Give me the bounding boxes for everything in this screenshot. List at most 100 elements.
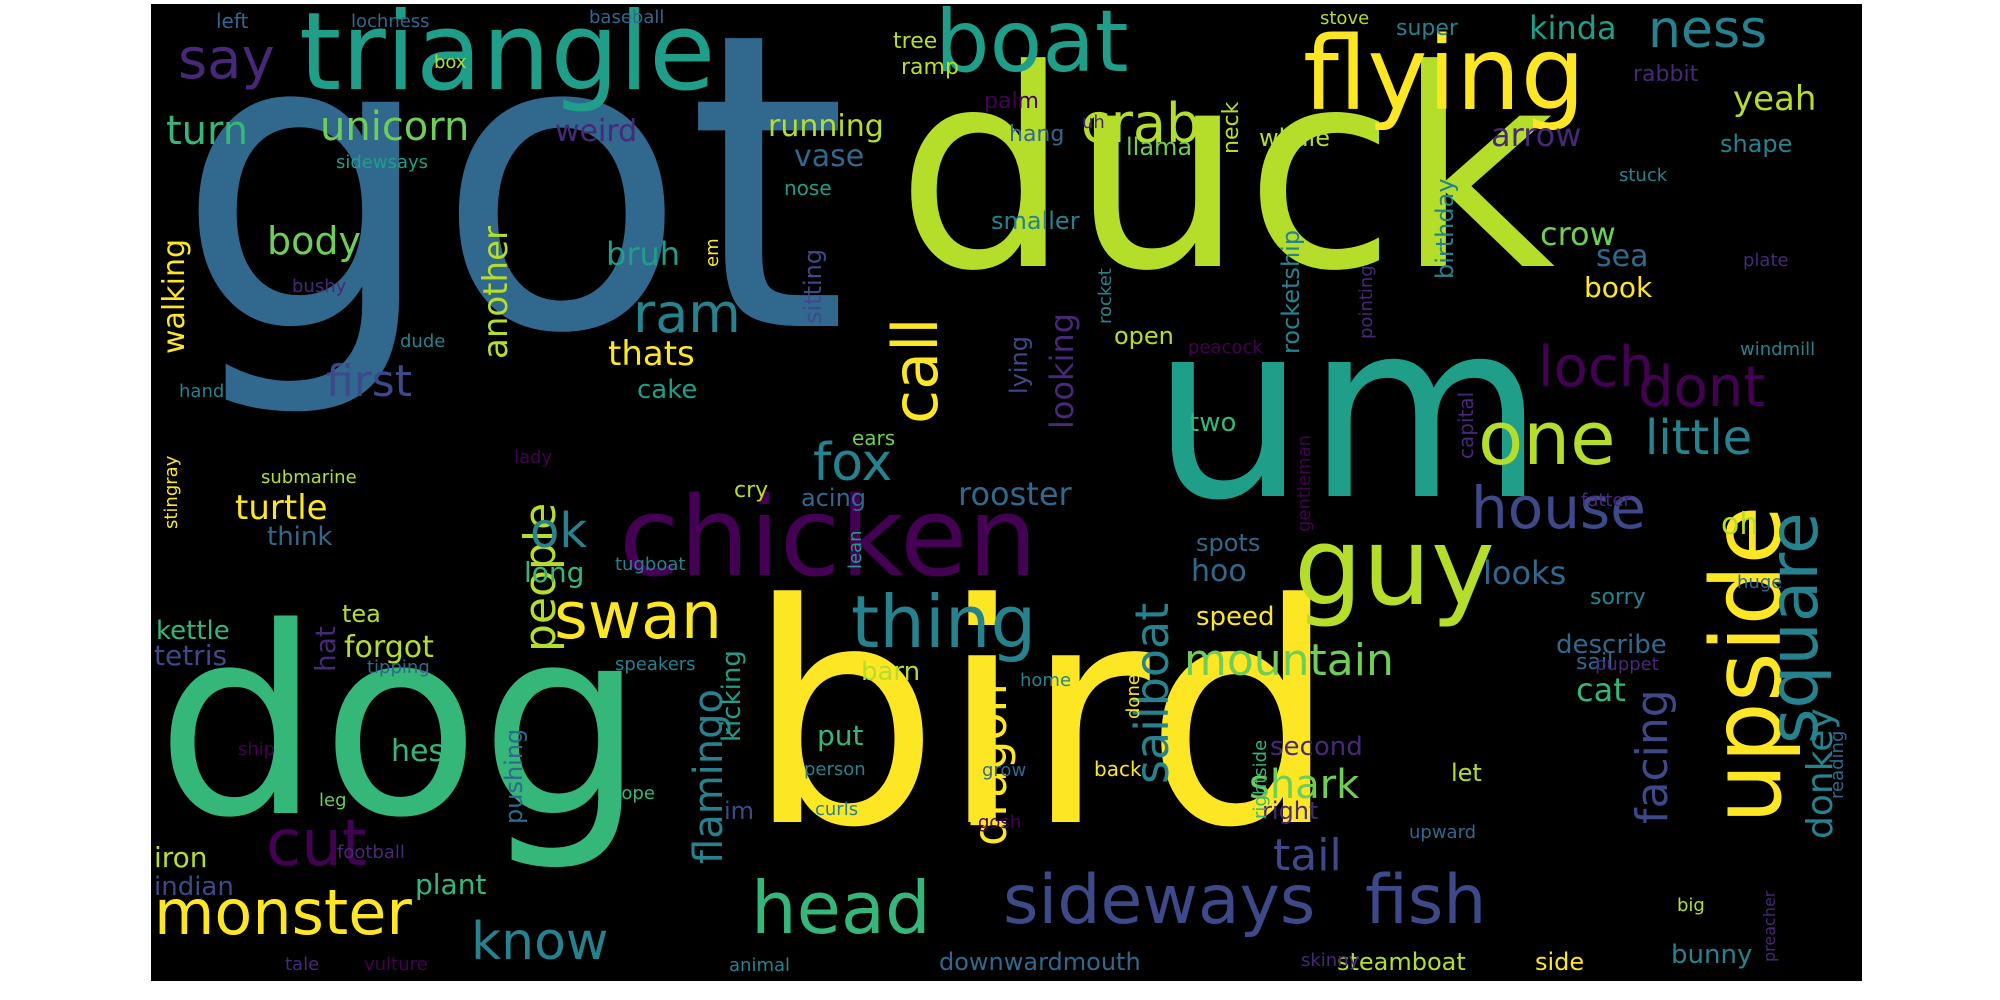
word: lady xyxy=(514,447,553,468)
word: gentleman xyxy=(1294,434,1315,532)
word: birthday xyxy=(1431,178,1459,279)
word: unicorn xyxy=(320,104,470,150)
word: dont xyxy=(1638,355,1766,420)
word: gosh xyxy=(978,812,1022,833)
word: capital xyxy=(1454,391,1478,459)
word: spots xyxy=(1196,529,1261,557)
word: first xyxy=(326,356,412,407)
word: huge xyxy=(1737,572,1783,593)
word: ram xyxy=(633,282,741,345)
word-cloud: got duck bird dog um triangle chicken fl… xyxy=(151,4,1862,981)
word: flying xyxy=(1303,15,1586,134)
word: pointing xyxy=(1356,265,1377,339)
word: tree xyxy=(893,29,938,54)
word: skinny xyxy=(1301,950,1360,971)
word: house xyxy=(1471,474,1646,542)
word: lying xyxy=(1005,336,1033,394)
word: tetris xyxy=(154,639,228,672)
word: walking xyxy=(157,238,192,354)
word: person xyxy=(804,759,866,780)
word: triangle xyxy=(299,4,716,115)
word: hat xyxy=(309,626,342,672)
word: stove xyxy=(1320,8,1370,29)
word: indian xyxy=(154,872,234,902)
word: tail xyxy=(1273,830,1342,881)
word: upward xyxy=(1409,822,1477,843)
word: rightside xyxy=(1250,739,1271,819)
word: acing xyxy=(801,484,867,512)
word: preacher xyxy=(1760,890,1779,962)
word: stuck xyxy=(1619,165,1668,186)
word: loch xyxy=(1538,335,1655,400)
word: dog xyxy=(156,573,646,875)
word: smaller xyxy=(991,207,1080,235)
word: tugboat xyxy=(615,554,686,575)
word: rabbit xyxy=(1633,62,1699,87)
word: swan xyxy=(554,579,723,654)
word: bunny xyxy=(1671,940,1753,970)
word: thing xyxy=(851,580,1037,664)
word: hes xyxy=(391,734,445,769)
word: head xyxy=(751,866,931,950)
word: animal xyxy=(729,955,791,976)
word: hang xyxy=(1009,122,1065,147)
word: turtle xyxy=(235,488,328,528)
word: iron xyxy=(154,841,208,874)
word: yeah xyxy=(1733,79,1817,119)
word: sail xyxy=(1576,650,1614,675)
word: rocket xyxy=(1095,268,1116,324)
word: whale xyxy=(1259,124,1330,152)
word: vase xyxy=(794,139,865,174)
word: crab xyxy=(1081,92,1201,155)
word: duck xyxy=(896,11,1556,331)
word: hand xyxy=(179,381,225,402)
word: monster xyxy=(154,876,412,949)
word: peacock xyxy=(1188,337,1263,358)
word: know xyxy=(471,912,609,972)
word: grow xyxy=(982,760,1027,781)
word: hoo xyxy=(1191,554,1247,589)
word: submarine xyxy=(261,467,357,488)
word: forgot xyxy=(344,630,434,665)
word: nose xyxy=(784,176,832,200)
word: slope xyxy=(607,783,655,804)
word: crow xyxy=(1540,215,1616,253)
word: ok xyxy=(530,503,588,559)
word: ness xyxy=(1648,4,1768,60)
word: em xyxy=(702,238,723,267)
word: sorry xyxy=(1590,585,1646,610)
word: box xyxy=(434,52,467,73)
word: kinda xyxy=(1529,9,1617,47)
word: left xyxy=(216,9,249,33)
word: side xyxy=(1535,948,1585,976)
word: um xyxy=(1151,269,1545,554)
word: uh xyxy=(1082,112,1105,133)
word: super xyxy=(1396,16,1458,41)
word: looks xyxy=(1483,554,1567,592)
word: another xyxy=(476,226,516,359)
word: ship xyxy=(238,739,276,760)
word: weird xyxy=(555,114,638,149)
word: big xyxy=(1677,895,1705,916)
word: dude xyxy=(400,331,446,352)
word: mountain xyxy=(1184,635,1394,686)
word: llama xyxy=(1126,133,1193,161)
word: describe xyxy=(1556,630,1667,660)
word: cake xyxy=(637,375,698,405)
word: book xyxy=(1584,271,1653,304)
word: plant xyxy=(415,868,487,901)
word: oh xyxy=(1721,507,1759,542)
word: looking xyxy=(1043,312,1081,429)
word: shape xyxy=(1720,130,1793,158)
word: puppet xyxy=(1595,654,1659,675)
word: barn xyxy=(861,657,921,687)
word: one xyxy=(1478,396,1616,482)
word: open xyxy=(1114,322,1174,350)
word: neck xyxy=(1219,101,1244,154)
word: rooster xyxy=(958,475,1072,513)
word: facing xyxy=(1627,689,1678,824)
word: cut xyxy=(266,807,367,881)
word: speed xyxy=(1196,602,1275,632)
word: pushing xyxy=(500,728,528,824)
word: ears xyxy=(852,426,896,450)
